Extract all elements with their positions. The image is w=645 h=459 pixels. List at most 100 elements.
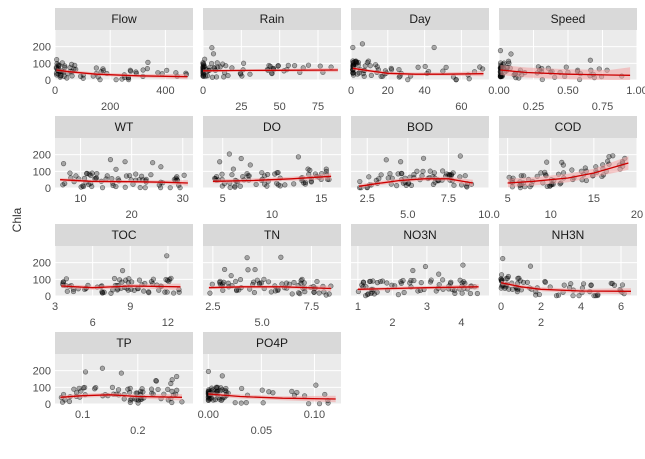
- point-flow-38: [100, 66, 106, 72]
- point-toc-60: [111, 275, 118, 282]
- point-rain-41: [209, 45, 215, 51]
- point-rain-3: [317, 63, 323, 69]
- x-tick-label-speed-l0: 0.25: [523, 101, 544, 113]
- point-do-39: [282, 182, 288, 188]
- point-day-28: [415, 64, 421, 70]
- point-day-56: [353, 58, 359, 64]
- point-do-54: [302, 181, 308, 187]
- point-flow-51: [145, 59, 151, 65]
- point-do-45: [264, 183, 270, 189]
- y-tick-label-r2-1: 100: [33, 274, 51, 286]
- x-tick-label-flow-u1: 400: [156, 85, 174, 97]
- point-rain-58: [210, 51, 217, 57]
- x-tick-label-do-l0: 10: [266, 209, 278, 221]
- point-bod-46: [408, 182, 415, 188]
- point-flow-33: [97, 77, 103, 83]
- x-tick-label-speed-u1: 0.50: [557, 85, 578, 97]
- point-flow-20: [54, 57, 60, 63]
- point-no3n-19: [377, 278, 384, 285]
- point-do-41: [307, 167, 313, 173]
- point-tn-20: [316, 290, 322, 296]
- point-speed-54: [506, 60, 512, 66]
- point-no3n-45: [428, 277, 434, 283]
- point-no3n-52: [367, 278, 373, 284]
- point-nh3n-67: [609, 280, 615, 287]
- point-no3n-68: [447, 280, 454, 287]
- point-tn-10: [265, 279, 272, 285]
- facet-strip-po4p: [203, 332, 341, 354]
- point-wt-29: [62, 180, 68, 187]
- x-tick-label-do-u0: 5: [220, 193, 226, 205]
- point-toc-69: [176, 289, 182, 295]
- point-flow-63: [113, 77, 119, 83]
- point-bod-1: [462, 173, 468, 179]
- point-nh3n-18: [500, 255, 506, 262]
- point-tp-36: [168, 380, 174, 387]
- point-rain-65: [221, 74, 227, 80]
- facet-strip-rain: [203, 8, 341, 30]
- point-nh3n-26: [527, 263, 534, 269]
- point-no3n-25: [395, 292, 401, 298]
- point-po4p-35: [260, 400, 266, 406]
- point-wt-65: [127, 172, 133, 179]
- point-wt-61: [113, 166, 119, 172]
- point-cod-20: [538, 170, 544, 176]
- point-po4p-66: [218, 397, 224, 403]
- point-tn-46: [237, 276, 244, 283]
- smooth-line-rain: [202, 69, 338, 72]
- point-day-21: [374, 64, 380, 70]
- y-tick-label-r2-0: 0: [45, 291, 51, 303]
- point-rain-30: [217, 64, 223, 70]
- point-wt-43: [67, 170, 73, 176]
- point-toc-31: [119, 279, 125, 285]
- point-cod-49: [606, 154, 612, 160]
- facet-title-wt: WT: [115, 120, 134, 134]
- facet-strip-tp: [55, 332, 193, 354]
- point-no3n-46: [400, 277, 406, 284]
- point-tp-20: [99, 365, 106, 371]
- point-rain-28: [214, 60, 220, 66]
- x-tick-label-day-u1: 20: [382, 85, 394, 97]
- point-day-39: [431, 44, 437, 51]
- point-po4p-52: [313, 382, 319, 388]
- point-tp-21: [153, 378, 159, 384]
- facet-title-toc: TOC: [111, 228, 136, 242]
- point-wt-64: [93, 175, 100, 181]
- point-rain-54: [201, 64, 207, 70]
- point-day-35: [388, 65, 394, 71]
- x-tick-label-nh3n-u3: 6: [618, 301, 624, 313]
- point-speed-32: [497, 48, 504, 54]
- facet-strip-bod: [351, 116, 489, 138]
- point-rain-56: [202, 56, 208, 62]
- point-no3n-56: [371, 291, 378, 297]
- point-flow-26: [69, 61, 75, 67]
- point-do-35: [219, 171, 225, 177]
- x-tick-label-cod-l0: 10: [545, 209, 557, 221]
- point-tp-52: [82, 384, 88, 391]
- point-no3n-49: [360, 279, 366, 285]
- point-do-5: [295, 154, 302, 160]
- point-speed-56: [508, 51, 514, 57]
- smooth-line-wt: [60, 179, 188, 184]
- point-bod-58: [394, 183, 400, 189]
- point-no3n-58: [474, 290, 480, 297]
- point-no3n-39: [401, 289, 407, 296]
- x-tick-label-po4p-u1: 0.10: [304, 409, 325, 421]
- facet-title-bod: BOD: [407, 120, 433, 134]
- point-toc-27: [126, 276, 132, 282]
- x-tick-label-nh3n-u2: 4: [578, 301, 584, 313]
- point-tp-43: [148, 386, 155, 392]
- point-wt-19: [148, 172, 154, 178]
- point-po4p-30: [289, 388, 295, 394]
- point-wt-23: [107, 157, 114, 163]
- point-flow-53: [54, 72, 60, 78]
- facet-title-tp: TP: [116, 336, 131, 350]
- point-do-58: [232, 184, 238, 190]
- point-bod-63: [357, 178, 363, 185]
- point-cod-18: [610, 153, 616, 159]
- point-tn-67: [228, 273, 234, 279]
- point-rain-27: [240, 60, 247, 66]
- point-nh3n-14: [570, 293, 576, 299]
- point-tp-63: [118, 370, 124, 376]
- x-tick-label-tn-u1: 7.5: [304, 301, 319, 313]
